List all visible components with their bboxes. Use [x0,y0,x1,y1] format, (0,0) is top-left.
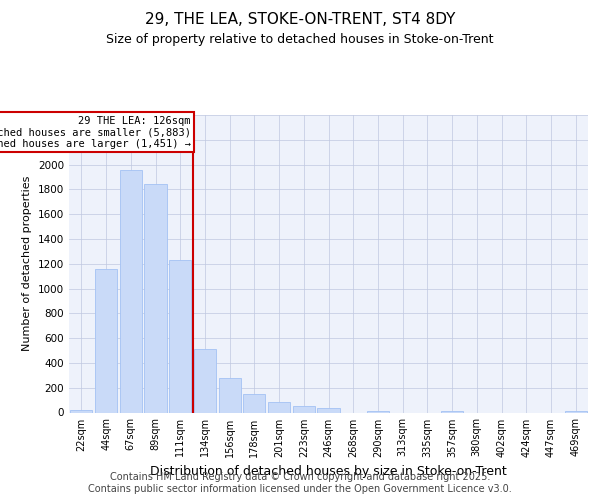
Text: Contains HM Land Registry data © Crown copyright and database right 2025.: Contains HM Land Registry data © Crown c… [110,472,490,482]
Bar [145,184,167,412]
Text: Contains public sector information licensed under the Open Government Licence v3: Contains public sector information licen… [88,484,512,494]
X-axis label: Distribution of detached houses by size in Stoke-on-Trent: Distribution of detached houses by size … [150,465,507,478]
Text: 29 THE LEA: 126sqm
← 80% of detached houses are smaller (5,883)
20% of semi-deta: 29 THE LEA: 126sqm ← 80% of detached hou… [0,116,191,149]
Bar [293,406,315,412]
Bar [268,402,290,412]
Bar [194,350,216,412]
Text: Size of property relative to detached houses in Stoke-on-Trent: Size of property relative to detached ho… [106,32,494,46]
Y-axis label: Number of detached properties: Number of detached properties [22,176,32,352]
Bar [119,170,142,412]
Bar [95,268,117,412]
Text: 29, THE LEA, STOKE-ON-TRENT, ST4 8DY: 29, THE LEA, STOKE-ON-TRENT, ST4 8DY [145,12,455,28]
Bar [169,260,191,412]
Bar [218,378,241,412]
Bar [70,410,92,412]
Bar [243,394,265,412]
Bar [317,408,340,412]
